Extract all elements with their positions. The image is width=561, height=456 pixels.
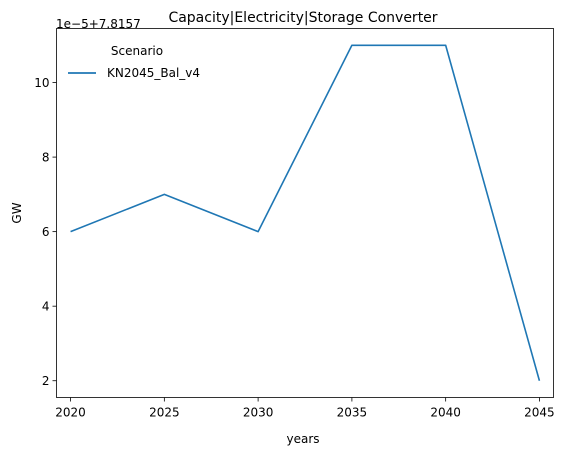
y-tick-label: 2 — [42, 374, 50, 388]
legend-title: Scenario — [111, 44, 163, 58]
y-tick-label: 10 — [34, 76, 49, 90]
x-tick-label: 2025 — [149, 406, 180, 420]
plot-frame — [56, 28, 554, 398]
legend-label-kn2045-bal-v4: KN2045_Bal_v4 — [107, 66, 200, 80]
y-tick-label: 8 — [42, 151, 50, 165]
y-tick-label: 6 — [42, 225, 50, 239]
x-tick-label: 2030 — [243, 406, 274, 420]
y-offset-label: 1e−5+7.8157 — [56, 17, 141, 31]
x-tick-label: 2020 — [55, 406, 86, 420]
x-axis-label: years — [286, 432, 319, 446]
y-axis-label: GW — [10, 202, 24, 223]
series-line-kn2045-bal-v4 — [70, 44, 541, 381]
y-axis-ticks: 2 4 6 8 10 — [34, 76, 57, 388]
x-tick-label: 2045 — [524, 406, 555, 420]
series-layer — [70, 44, 541, 381]
x-tick-label: 2040 — [430, 406, 461, 420]
y-tick-label: 4 — [42, 300, 50, 314]
x-axis-ticks: 2020 2025 2030 2035 2040 2045 — [55, 397, 555, 420]
chart-title: Capacity|Electricity|Storage Converter — [168, 10, 437, 26]
x-tick-label: 2035 — [337, 406, 368, 420]
legend: Scenario KN2045_Bal_v4 — [68, 44, 200, 80]
